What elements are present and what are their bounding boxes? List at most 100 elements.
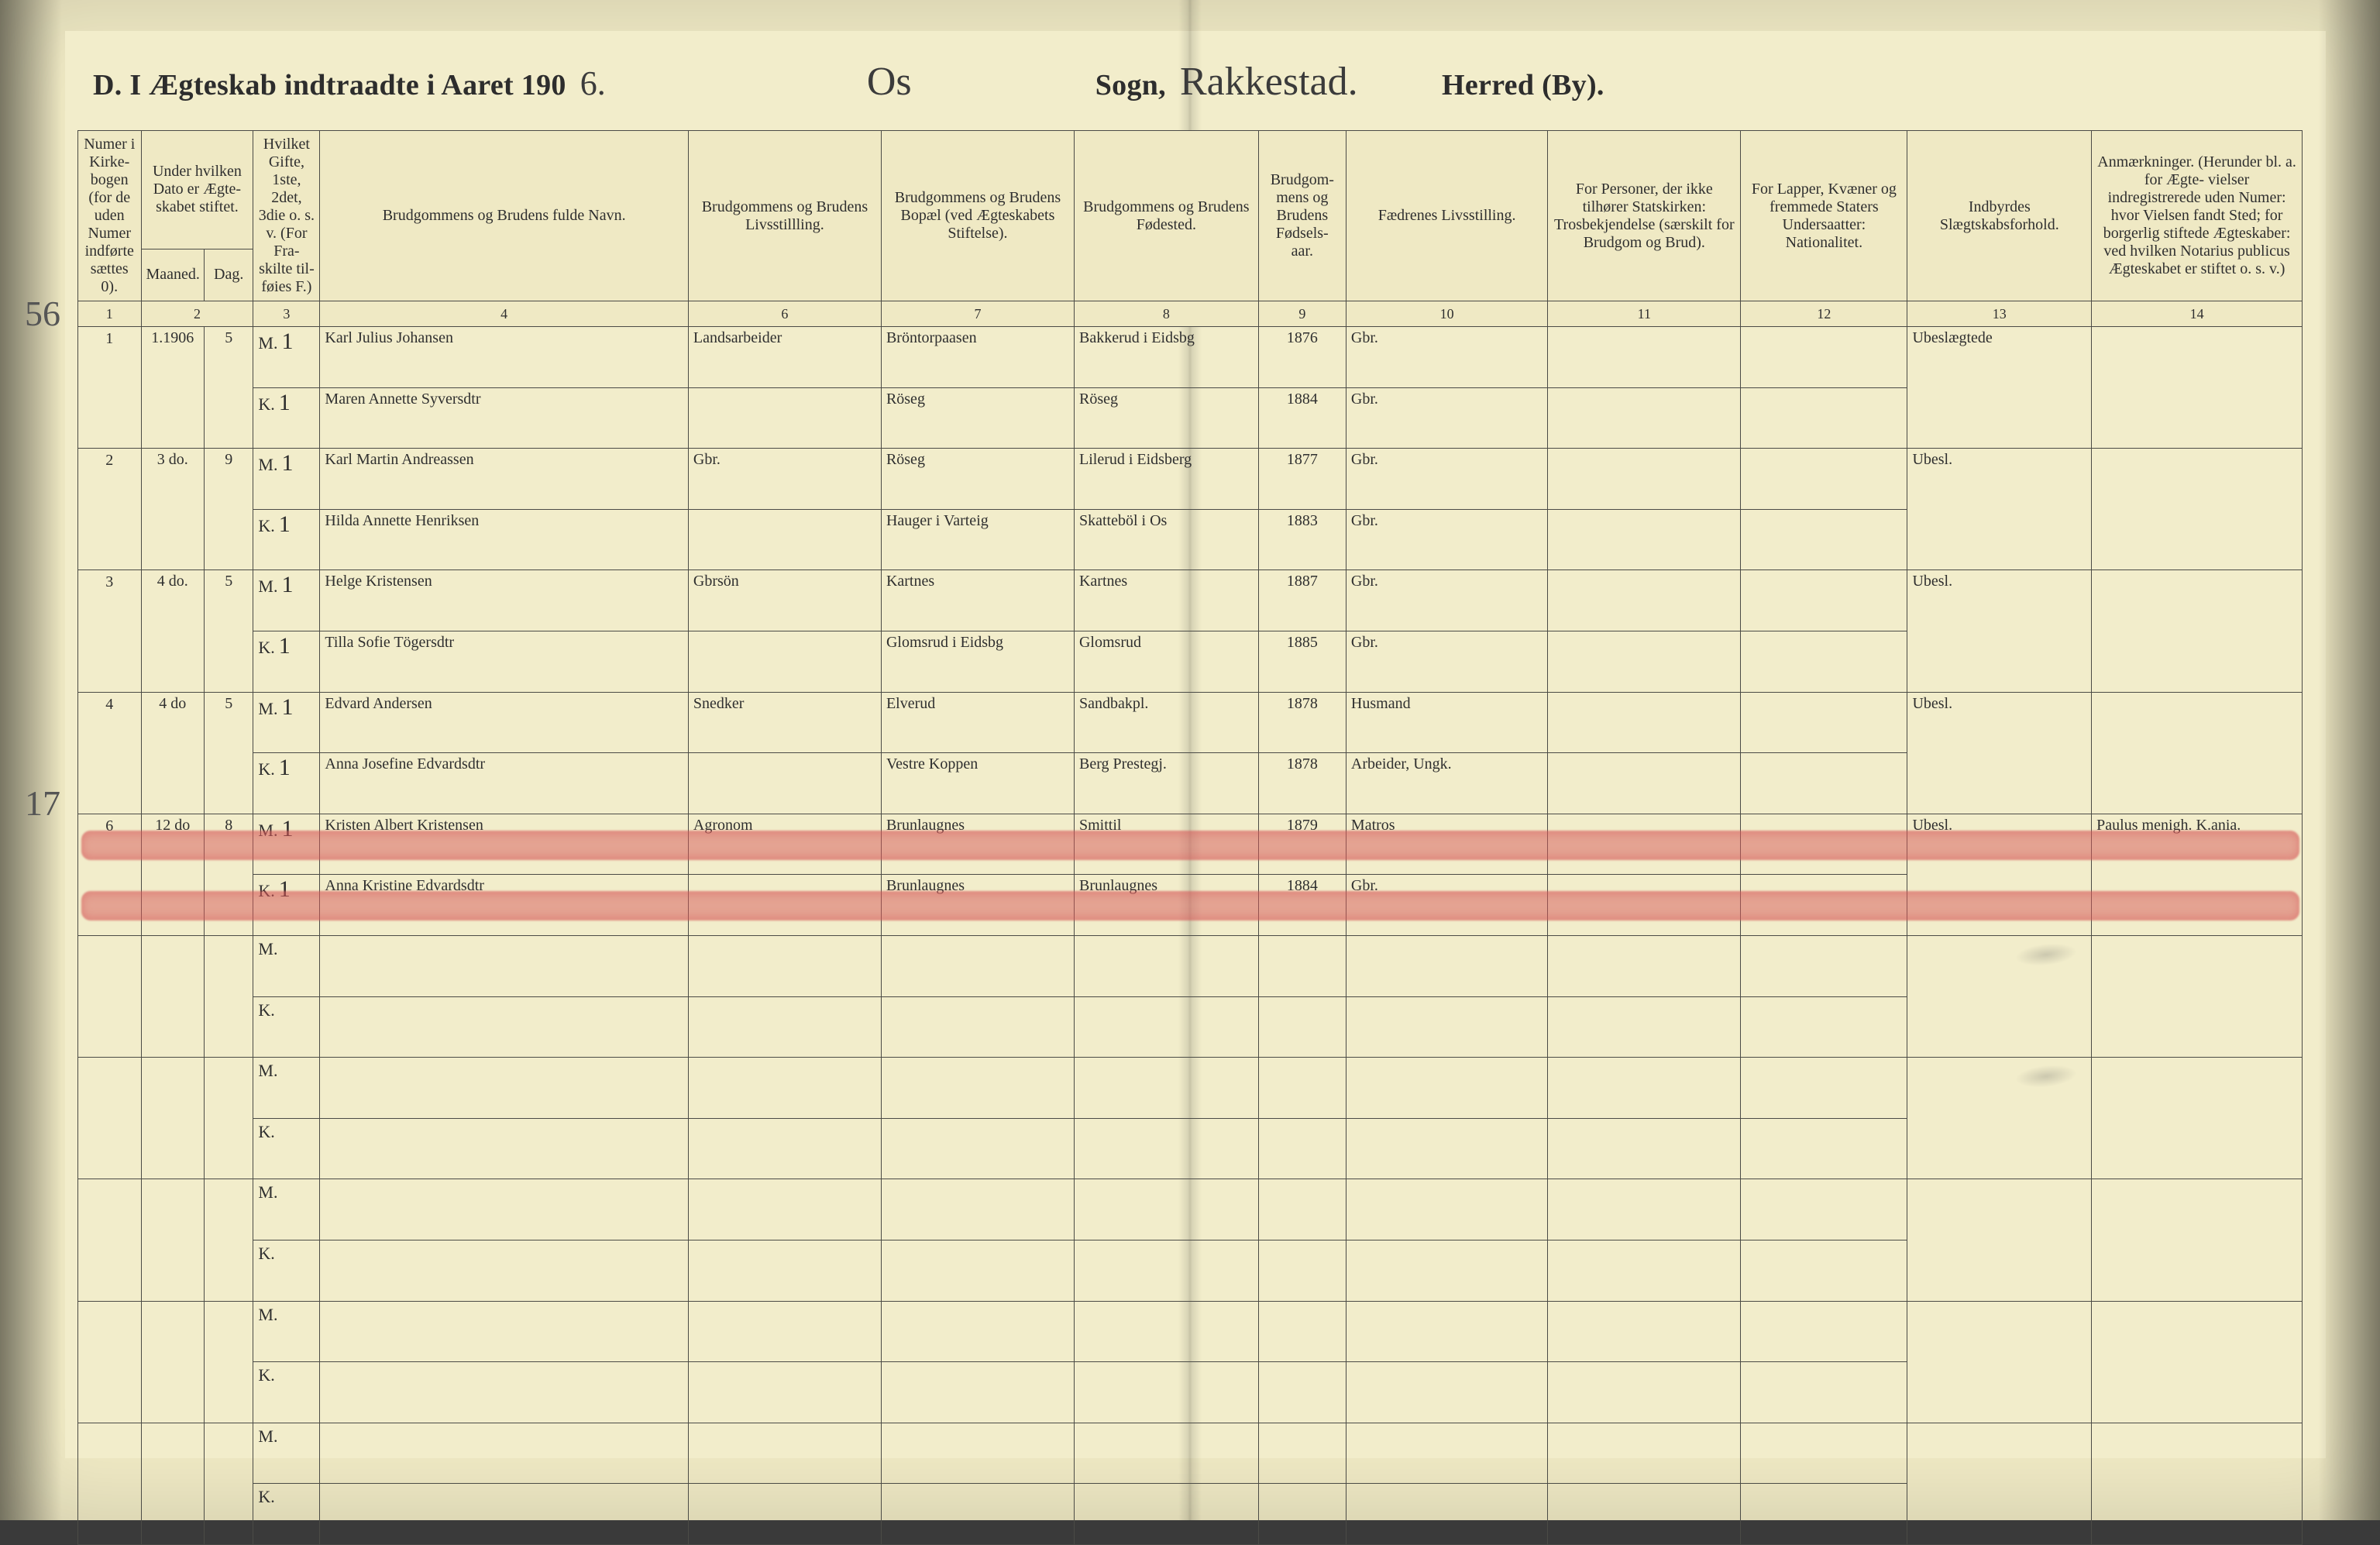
- record-row-blank-m: M.: [78, 1423, 2303, 1484]
- col-number: 9: [1258, 301, 1346, 327]
- blank-cell: [320, 1179, 688, 1240]
- blank-cell: [320, 996, 688, 1058]
- blank-cell: [1741, 935, 1907, 996]
- name-k: Hilda Annette Henriksen: [320, 509, 688, 570]
- nationalitet-k: [1741, 387, 1907, 449]
- aar-k: 1885: [1258, 631, 1346, 692]
- anmaerkning: [2092, 692, 2303, 814]
- date-day: [205, 1301, 253, 1423]
- gifte-k: K. 1: [253, 631, 320, 692]
- anmaerkning: [2092, 1179, 2303, 1301]
- tros-k: [1548, 753, 1741, 814]
- nationalitet-k: [1741, 875, 1907, 936]
- date-month: 3 do.: [141, 449, 205, 570]
- blank-cell: [1548, 1058, 1741, 1119]
- blank-cell: [688, 1240, 881, 1301]
- nationalitet-m: [1741, 692, 1907, 753]
- blank-cell: [1258, 1118, 1346, 1179]
- blank-cell: [688, 1301, 881, 1362]
- blank-cell: [881, 1179, 1074, 1240]
- gifte-m: M.: [253, 1301, 320, 1362]
- slaegtskab: [1907, 1058, 2092, 1179]
- col-number: 13: [1907, 301, 2092, 327]
- gifte-k: K.: [253, 1240, 320, 1301]
- blank-cell: [881, 1118, 1074, 1179]
- blank-cell: [1258, 935, 1346, 996]
- fodested-k: Brunlaugnes: [1074, 875, 1258, 936]
- col-header: Brudgommens og Brudens Livsstillling.: [688, 131, 881, 301]
- bopael-m: Brunlaugnes: [881, 814, 1074, 875]
- blank-cell: [1741, 1240, 1907, 1301]
- col-number: 6: [688, 301, 881, 327]
- nationalitet-m: [1741, 449, 1907, 510]
- blank-cell: [1074, 1179, 1258, 1240]
- title-year-handwritten: 6.: [580, 64, 606, 103]
- bopael-k: Vestre Koppen: [881, 753, 1074, 814]
- blank-cell: [688, 1118, 881, 1179]
- col-header: For Personer, der ikke tilhører Statskir…: [1548, 131, 1741, 301]
- col-header: Brudgommens og Brudens Fødested.: [1074, 131, 1258, 301]
- name-k: Anna Josefine Edvardsdtr: [320, 753, 688, 814]
- col-number: 2: [141, 301, 253, 327]
- blank-cell: [1074, 935, 1258, 996]
- col-header: Anmærkninger. (Herunder bl. a. for Ægte-…: [2092, 131, 2303, 301]
- tros-k: [1548, 631, 1741, 692]
- blank-cell: [1074, 1058, 1258, 1119]
- fodested-m: Bakkerud i Eidsbg: [1074, 327, 1258, 388]
- faedre-m: Matros: [1346, 814, 1547, 875]
- gifte-m: M. 1: [253, 449, 320, 510]
- date-month: 4 do.: [141, 570, 205, 692]
- record-number: 3: [78, 570, 142, 692]
- blank-cell: [1346, 1179, 1547, 1240]
- blank-cell: [1258, 1484, 1346, 1545]
- faedre-m: Gbr.: [1346, 327, 1547, 388]
- slaegtskab: Ubesl.: [1907, 449, 2092, 570]
- stilling-m: Landsarbeider: [688, 327, 881, 388]
- gifte-m: M. 1: [253, 570, 320, 631]
- gifte-m: M.: [253, 1423, 320, 1484]
- col-header: Hvilket Gifte, 1ste, 2det, 3die o. s. v.…: [253, 131, 320, 301]
- blank-cell: [1258, 1179, 1346, 1240]
- faedre-k: Gbr.: [1346, 387, 1547, 449]
- date-month: [141, 1179, 205, 1301]
- stilling-m: Gbrsön: [688, 570, 881, 631]
- blank-cell: [688, 1179, 881, 1240]
- name-m: Kristen Albert Kristensen: [320, 814, 688, 875]
- date-month: [141, 1058, 205, 1179]
- faedre-m: Gbr.: [1346, 449, 1547, 510]
- col-header: Under hvilken Dato er Ægte- skabet stift…: [141, 131, 253, 249]
- date-day: 5: [205, 327, 253, 449]
- blank-cell: [1548, 1362, 1741, 1423]
- record-row-m: 34 do.5M. 1Helge KristensenGbrsönKartnes…: [78, 570, 2303, 631]
- record-number: [78, 1058, 142, 1179]
- slaegtskab: Ubeslægtede: [1907, 327, 2092, 449]
- record-number: [78, 1423, 142, 1544]
- record-row-blank-m: M.: [78, 1179, 2303, 1240]
- faedre-k: Arbeider, Ungk.: [1346, 753, 1547, 814]
- stilling-m: Snedker: [688, 692, 881, 753]
- aar-m: 1878: [1258, 692, 1346, 753]
- blank-cell: [1548, 1423, 1741, 1484]
- faedre-k: Gbr.: [1346, 631, 1547, 692]
- record-number: 4: [78, 692, 142, 814]
- blank-cell: [1346, 1301, 1547, 1362]
- blank-cell: [320, 1240, 688, 1301]
- date-month: [141, 935, 205, 1057]
- gifte-m: M.: [253, 1179, 320, 1240]
- bopael-m: Röseg: [881, 449, 1074, 510]
- slaegtskab: Ubesl.: [1907, 692, 2092, 814]
- col-header: Numer i Kirke- bogen (for de uden Numer …: [78, 131, 142, 301]
- date-month: 12 do: [141, 814, 205, 935]
- bopael-m: Kartnes: [881, 570, 1074, 631]
- nationalitet-m: [1741, 327, 1907, 388]
- anmaerkning: [2092, 1423, 2303, 1544]
- record-row-blank-m: M.: [78, 1301, 2303, 1362]
- blank-cell: [1258, 1362, 1346, 1423]
- blank-cell: [1346, 1484, 1547, 1545]
- name-m: Karl Julius Johansen: [320, 327, 688, 388]
- name-m: Edvard Andersen: [320, 692, 688, 753]
- name-m: Helge Kristensen: [320, 570, 688, 631]
- anmaerkning: Paulus menigh. K.ania.: [2092, 814, 2303, 935]
- ledger-table: Numer i Kirke- bogen (for de uden Numer …: [77, 130, 2303, 1545]
- blank-cell: [1548, 1179, 1741, 1240]
